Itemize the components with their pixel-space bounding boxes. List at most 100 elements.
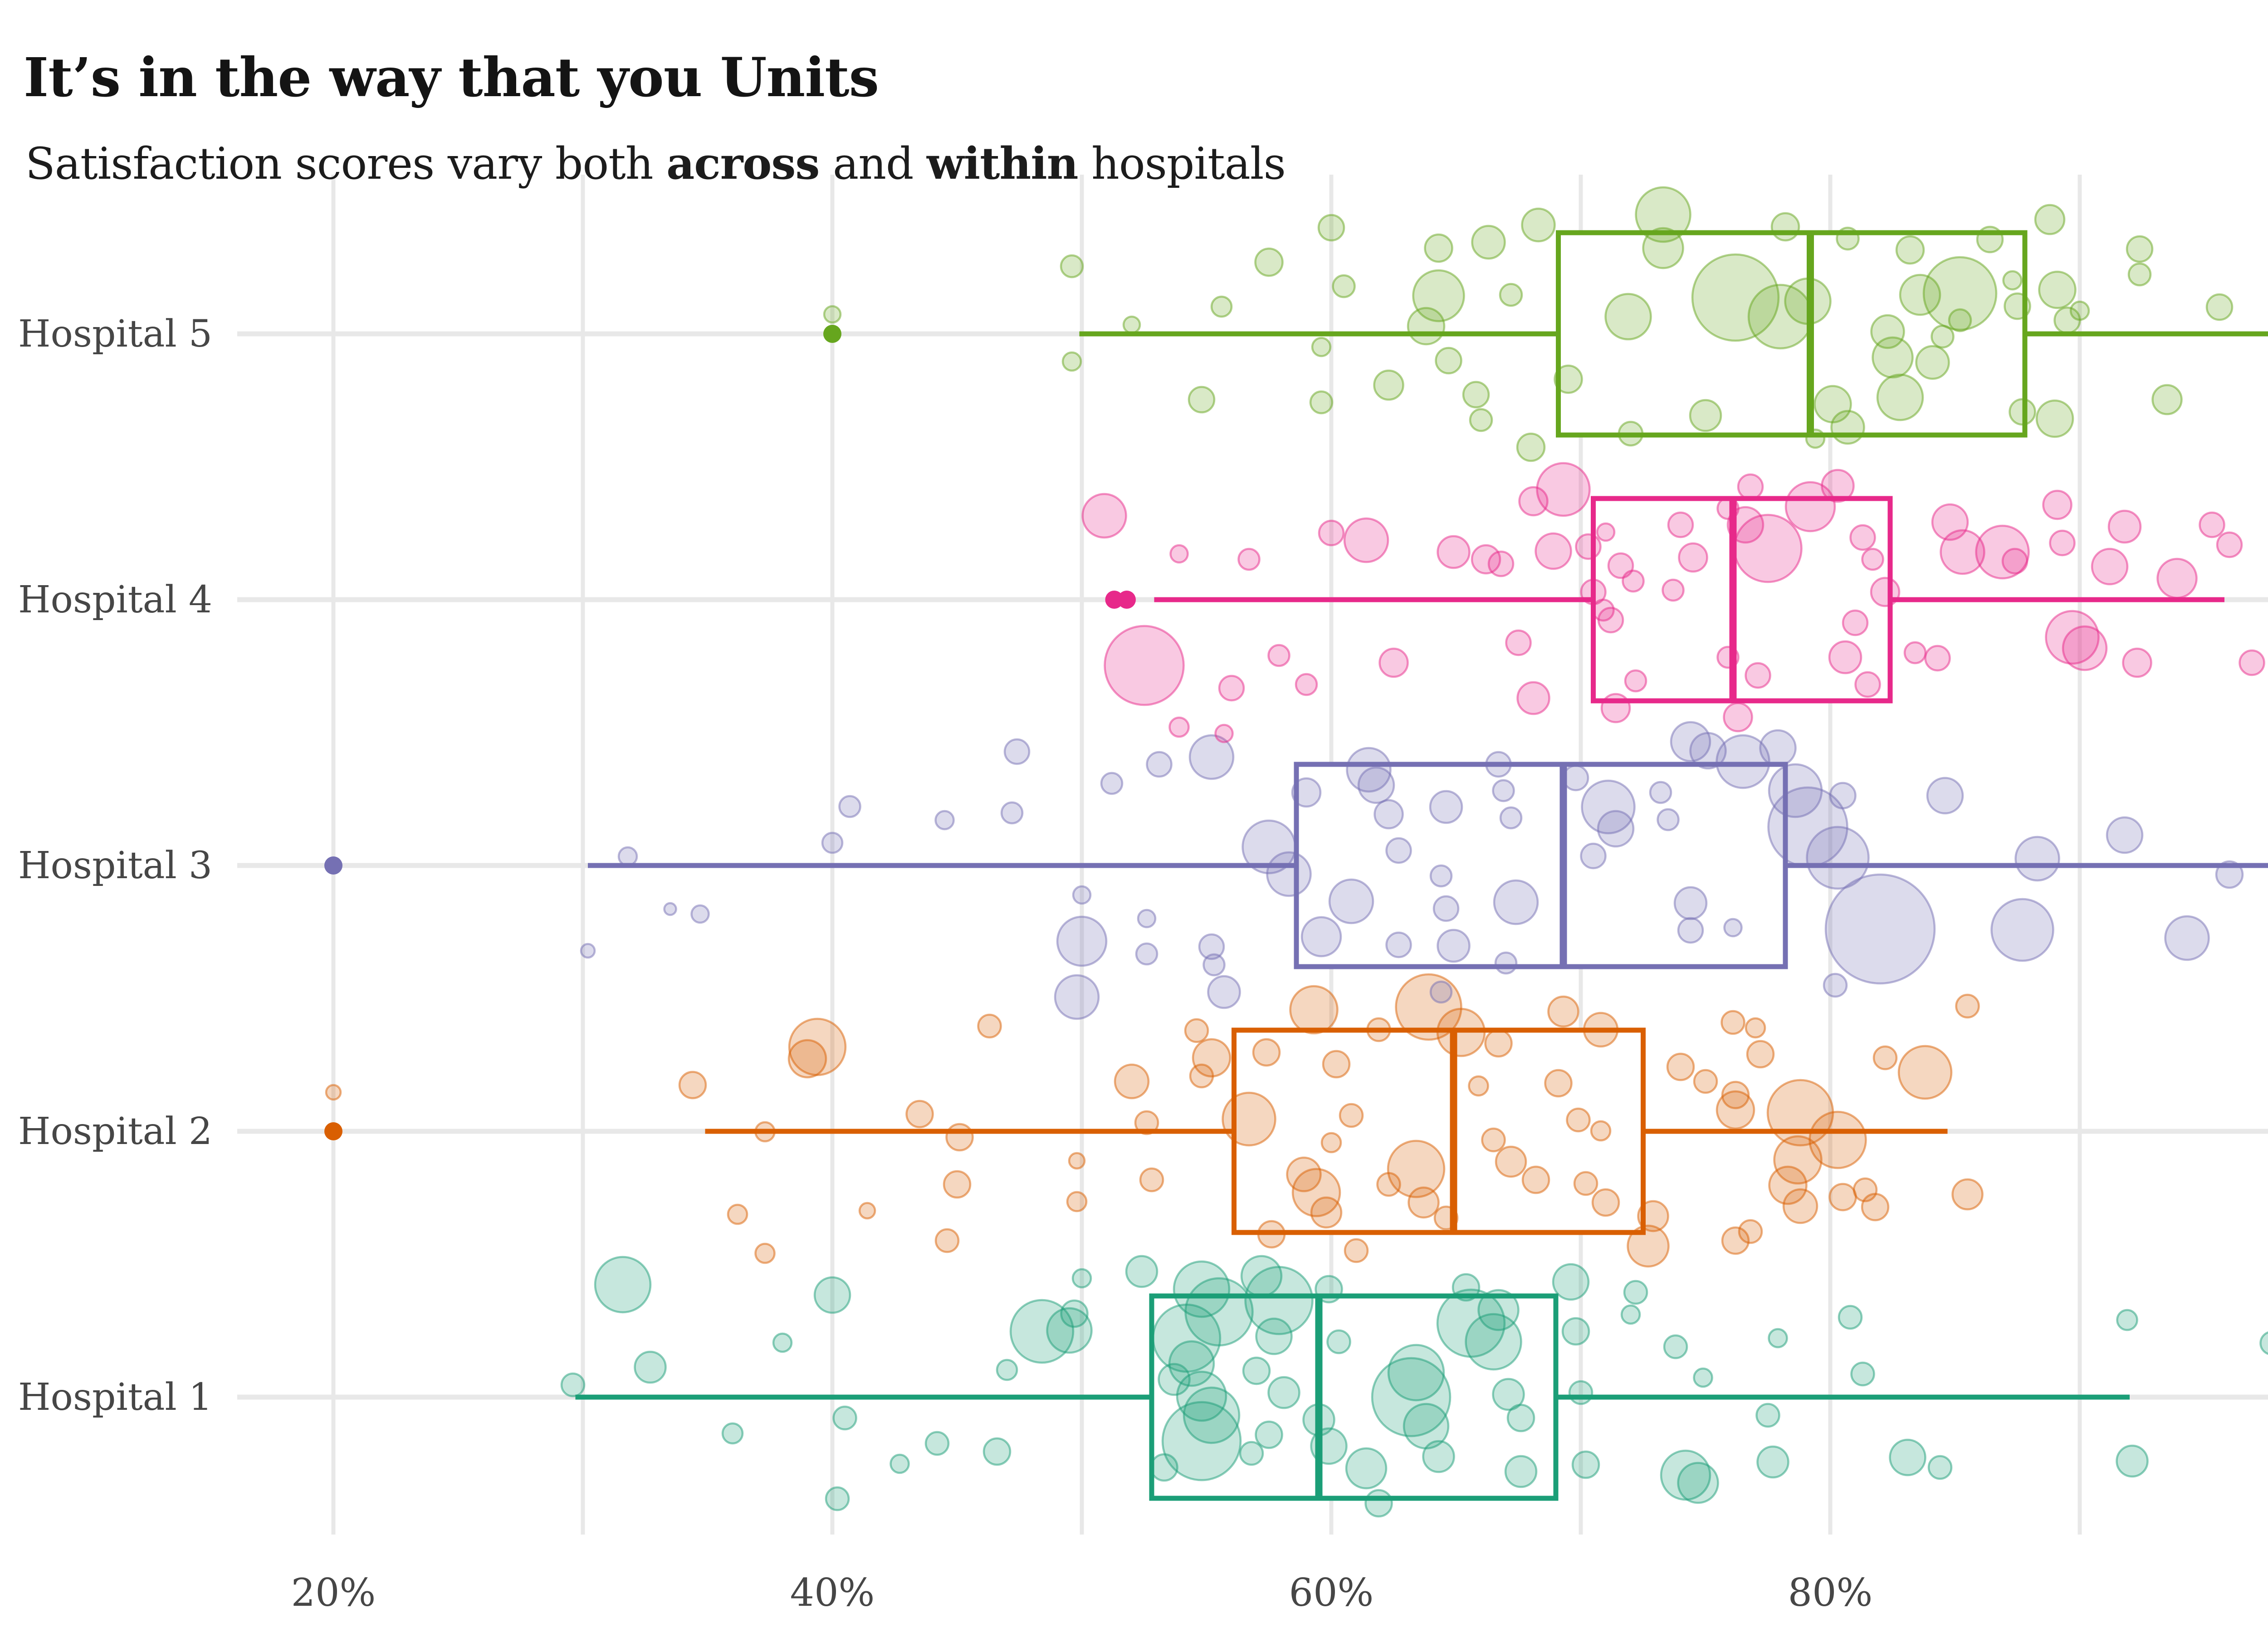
data-point (996, 1359, 1018, 1381)
data-point (1114, 1063, 1150, 1100)
data-point (2116, 1309, 2138, 1331)
data-point (1566, 1107, 1591, 1133)
data-point (1573, 1171, 1598, 1196)
data-point (1254, 247, 1284, 277)
x-axis-tick-label-20: 20% (291, 1570, 376, 1615)
data-point (1723, 918, 1743, 938)
data-point (1139, 1167, 1164, 1193)
data-point (1184, 1018, 1209, 1043)
data-point (1948, 308, 1972, 332)
data-point (1861, 548, 1884, 571)
data-point (1435, 347, 1462, 375)
data-point (2156, 557, 2198, 599)
data-point (1137, 909, 1157, 929)
x-axis-tick-label-60: 60% (1289, 1570, 1374, 1615)
box-fill-hospital-5 (1558, 233, 2025, 435)
data-point (1581, 779, 1636, 835)
data-point (1291, 1168, 1341, 1217)
data-point (2034, 204, 2066, 235)
data-point (1575, 533, 1602, 560)
data-point (2151, 384, 2183, 416)
data-point (1422, 1440, 1455, 1473)
data-point (2001, 548, 2028, 575)
data-point (1345, 1447, 1388, 1490)
data-point (1673, 886, 1708, 920)
data-point (1244, 1266, 1314, 1335)
data-point (821, 831, 844, 854)
data-point (2126, 235, 2154, 263)
data-point (1850, 1361, 1875, 1387)
data-point (1620, 1304, 1641, 1325)
data-point (1462, 381, 1490, 409)
data-point (1828, 640, 1862, 675)
data-point (2216, 531, 2243, 558)
data-point (1471, 225, 1506, 260)
data-point (1759, 729, 1797, 767)
data-point (1854, 671, 1881, 698)
data-point (2002, 270, 2023, 291)
data-point (1924, 645, 1951, 672)
data-point (1266, 851, 1312, 897)
data-point (982, 1437, 1012, 1466)
data-point (1842, 609, 1869, 636)
data-point (1670, 721, 1711, 763)
data-point (1343, 517, 1389, 563)
data-point (1544, 1069, 1573, 1098)
box-border-hospital-4 (1591, 496, 1893, 704)
data-point (1429, 864, 1453, 888)
data-point (1150, 1453, 1178, 1482)
data-point (1424, 233, 1453, 263)
data-point (1597, 810, 1635, 848)
data-point (1255, 1420, 1283, 1449)
data-point (1317, 214, 1345, 242)
data-point (977, 1013, 1002, 1039)
data-point (1806, 826, 1870, 890)
data-point (1554, 364, 1583, 394)
data-point (1056, 915, 1108, 967)
data-point (617, 846, 638, 867)
data-point (634, 1350, 667, 1384)
data-point (1872, 1045, 1898, 1071)
data-point (2205, 293, 2234, 321)
data-point (1746, 1040, 1775, 1069)
data-point (1373, 369, 1404, 401)
subtitle-bold-across: across (666, 138, 820, 189)
data-point (1635, 186, 1691, 243)
data-point (1311, 337, 1332, 357)
data-point (1622, 569, 1645, 593)
data-point (1060, 254, 1084, 279)
data-point (727, 1203, 748, 1225)
data-point (594, 1256, 652, 1314)
data-point (832, 1405, 857, 1431)
data-point (1378, 647, 1409, 678)
outlier-point-hospital-4 (1105, 591, 1124, 609)
x-axis-tick-label-80: 80% (1788, 1570, 1873, 1615)
data-point (1318, 519, 1345, 547)
data-point (1134, 1110, 1159, 1135)
data-point (905, 1100, 934, 1129)
data-point (1693, 1367, 1713, 1388)
data-point (1068, 1152, 1086, 1170)
data-point (1755, 1403, 1780, 1428)
data-point (1691, 253, 1780, 342)
data-point (1721, 1010, 1745, 1035)
data-point (1255, 1317, 1293, 1355)
subtitle-text: hospitals (1078, 138, 1286, 189)
data-point (1516, 432, 1546, 462)
data-point (1429, 980, 1453, 1004)
data-point (1899, 274, 1941, 316)
data-point (1657, 808, 1680, 831)
data-point (1326, 1329, 1351, 1354)
chart-title: It’s in the way that you Units (24, 46, 879, 109)
data-point (1493, 879, 1539, 925)
data-point (1252, 1038, 1281, 1067)
data-point (1596, 522, 1616, 542)
data-point (1003, 738, 1031, 765)
y-axis-label-hospital-4: Hospital 4 (18, 578, 212, 621)
box-fill-hospital-3 (1296, 764, 1785, 967)
data-point (1469, 408, 1493, 432)
data-point (1590, 1120, 1612, 1142)
data-point (1188, 734, 1235, 780)
